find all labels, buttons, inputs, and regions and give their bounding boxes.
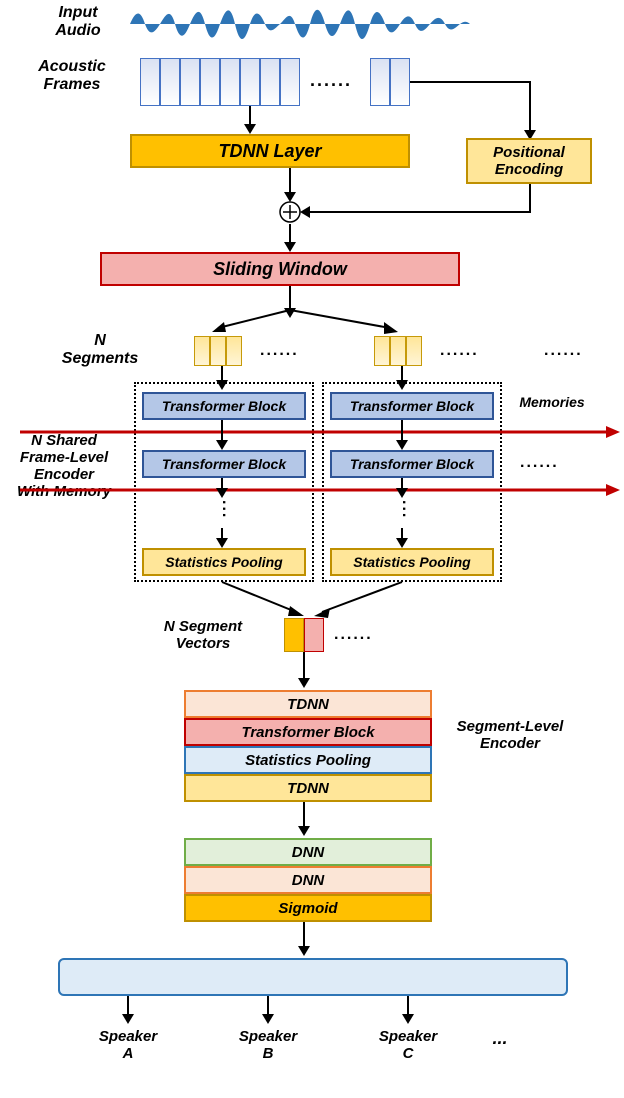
arrow-trans-vert (392, 478, 412, 498)
segment (194, 336, 210, 366)
arrow-posenc-to-add (300, 184, 540, 214)
vertical-dots: ... (218, 500, 236, 519)
acoustic-frame (140, 58, 160, 106)
speaker-a-label: Speaker A (92, 1028, 164, 1062)
segment (374, 336, 390, 366)
arrow-trans-vert (392, 528, 412, 548)
arrow-seg-trans (392, 366, 412, 390)
segment-level-encoder-label: Segment-Level Encoder (440, 718, 580, 752)
stats-pooling-frame-block: Statistics Pooling (142, 548, 306, 576)
add-circle-icon (278, 200, 302, 224)
dnn1-block: DNN (184, 838, 432, 866)
acoustic-frame (260, 58, 280, 106)
converge-left (222, 582, 312, 622)
converge-right (310, 582, 410, 622)
segment-ellipsis: ...... (260, 342, 299, 360)
arrow-speaker (118, 996, 138, 1024)
segment-ellipsis: ...... (544, 342, 583, 360)
frame-ellipsis: ...... (310, 70, 352, 91)
transformer-block: Transformer Block (330, 392, 494, 420)
waveform-icon (130, 2, 470, 46)
positional-encoding-block: Positional Encoding (466, 138, 592, 184)
arrow-trans-vert (392, 420, 412, 450)
arrow-segvec-down (294, 652, 314, 688)
arrow-trans-vert (212, 478, 232, 498)
acoustic-frame (280, 58, 300, 106)
line-frames-to-posenc (410, 82, 540, 142)
transformer-seg-block: Transformer Block (184, 718, 432, 746)
stats-pooling-frame-block: Statistics Pooling (330, 548, 494, 576)
transformer-ellipsis: ...... (520, 454, 559, 472)
speaker-c-label: Speaker C (372, 1028, 444, 1062)
arrow-seg-trans (212, 366, 232, 390)
arrow-speaker (398, 996, 418, 1024)
speaker-b-label: Speaker B (232, 1028, 304, 1062)
segment (406, 336, 422, 366)
arrow-trans-vert (212, 420, 232, 450)
arrow-tdnn-to-add (280, 168, 300, 202)
arrow-add-to-sliding (280, 224, 300, 252)
segment-vector-right (304, 618, 324, 652)
input-audio-label: Input Audio (42, 4, 114, 40)
acoustic-frame (390, 58, 410, 106)
segment-ellipsis: ...... (440, 342, 479, 360)
segment-vector-left (284, 618, 304, 652)
memory-arrow (20, 480, 620, 500)
acoustic-frames-label: Acoustic Frames (26, 58, 118, 94)
tdnn-layer-block: TDNN Layer (130, 134, 410, 168)
speaker-dots-label: ... (480, 1028, 520, 1049)
segment (390, 336, 406, 366)
arrow-trans-vert (212, 528, 232, 548)
tdnn-seg-block: TDNN (184, 690, 432, 718)
segvec-ellipsis: ...... (334, 626, 373, 644)
segment (226, 336, 242, 366)
memories-label: Memories (512, 394, 592, 410)
acoustic-frame (220, 58, 240, 106)
fanout-right (290, 310, 410, 340)
arrow-speaker (258, 996, 278, 1024)
acoustic-frame (370, 58, 390, 106)
arrow-sigmoid-down (294, 922, 314, 956)
stats-pooling-seg-block: Statistics Pooling (184, 746, 432, 774)
n-segment-vectors-label: N Segment Vectors (148, 618, 258, 652)
segment (210, 336, 226, 366)
n-segments-label: N Segments (56, 332, 144, 368)
acoustic-frame (200, 58, 220, 106)
tdnn2-block: TDNN (184, 774, 432, 802)
sigmoid-block: Sigmoid (184, 894, 432, 922)
dnn2-block: DNN (184, 866, 432, 894)
output-block (58, 958, 568, 996)
arrow-frames-to-tdnn (240, 106, 260, 134)
transformer-block: Transformer Block (330, 450, 494, 478)
sliding-window-block: Sliding Window (100, 252, 460, 286)
acoustic-frame (160, 58, 180, 106)
acoustic-frame (240, 58, 260, 106)
acoustic-frame (180, 58, 200, 106)
transformer-block: Transformer Block (142, 450, 306, 478)
vertical-dots: ... (398, 500, 416, 519)
arrow-tdnn2-down (294, 802, 314, 836)
transformer-block: Transformer Block (142, 392, 306, 420)
fanout-left (210, 310, 300, 340)
